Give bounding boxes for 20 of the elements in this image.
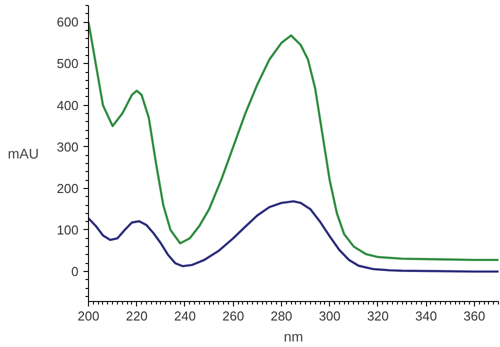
y-tick-label: 600 xyxy=(56,14,79,30)
y-tick-label: 500 xyxy=(56,56,79,72)
x-tick-label: 360 xyxy=(464,308,486,324)
x-tick-label: 320 xyxy=(367,308,389,324)
x-tick-label: 300 xyxy=(318,308,341,324)
y-tick-label: 0 xyxy=(71,264,79,280)
line-series xyxy=(88,200,498,273)
y-tick-label: 200 xyxy=(56,180,79,196)
x-tick-label: 220 xyxy=(126,308,148,324)
x-tick-label: 260 xyxy=(222,308,244,324)
x-axis-title: nm xyxy=(284,328,304,344)
x-tick-label: 240 xyxy=(174,308,196,324)
x-tick-label: 280 xyxy=(270,308,292,324)
y-tick-label: 100 xyxy=(56,222,79,238)
x-tick-label: 200 xyxy=(78,308,100,324)
y-tick-label: 400 xyxy=(56,98,79,113)
y-tick-label: 300 xyxy=(56,139,79,154)
y-axis-title: mAU xyxy=(8,146,39,162)
x-tick-label: 340 xyxy=(415,308,438,324)
line-series xyxy=(88,21,498,262)
